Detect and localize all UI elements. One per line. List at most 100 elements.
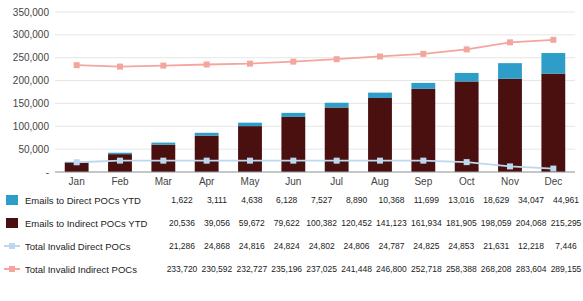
- x-tick-label: Oct: [459, 176, 475, 187]
- bar: [541, 53, 565, 74]
- bar: [325, 103, 349, 108]
- x-tick-label: Mar: [155, 176, 173, 187]
- grid-line: [55, 172, 575, 173]
- bar: [151, 145, 175, 172]
- table-value: 24,824: [274, 241, 300, 251]
- table-value: 120,452: [341, 218, 372, 228]
- marker: [507, 163, 513, 169]
- table-value: 13,016: [448, 195, 474, 205]
- table-value: 12,218: [518, 241, 544, 251]
- marker: [464, 159, 470, 165]
- bar: [108, 154, 132, 172]
- marker: [74, 159, 80, 165]
- table-value: 11,699: [414, 195, 440, 205]
- table-value: 3,111: [207, 195, 227, 205]
- marker: [204, 61, 210, 67]
- grid-line: [55, 12, 575, 13]
- table-value: 241,448: [341, 264, 372, 274]
- bar: [281, 113, 305, 117]
- marker: [420, 51, 426, 57]
- y-tick-label: 100,000: [13, 121, 50, 132]
- y-tick-label: -: [46, 167, 49, 178]
- bar: [541, 74, 565, 172]
- table-value: 204,068: [516, 218, 547, 228]
- y-tick-label: 50,000: [18, 144, 49, 155]
- bar: [411, 89, 435, 172]
- y-tick-label: 250,000: [13, 52, 50, 63]
- table-value: 39,056: [204, 218, 230, 228]
- plot-data: [65, 37, 566, 172]
- legend-marker: [9, 243, 15, 249]
- table-value: 237,025: [306, 264, 337, 274]
- legend-swatch: [6, 195, 18, 205]
- marker: [420, 158, 426, 164]
- legend-marker: [9, 266, 15, 272]
- x-tick-label: Dec: [544, 176, 562, 187]
- table-value: 181,905: [446, 218, 477, 228]
- table-value: 24,787: [378, 241, 404, 251]
- table-value: 283,604: [516, 264, 547, 274]
- x-tick-label: Feb: [111, 176, 129, 187]
- marker: [334, 158, 340, 164]
- marker: [334, 56, 340, 62]
- table-value: 8,890: [346, 195, 368, 205]
- table-value: 6,128: [276, 195, 298, 205]
- table-value: 198,059: [481, 218, 512, 228]
- marker: [247, 61, 253, 67]
- marker: [204, 158, 210, 164]
- table-value: 59,672: [239, 218, 265, 228]
- table-value: 7,446: [555, 241, 577, 251]
- table-value: 21,286: [169, 241, 195, 251]
- marker: [290, 158, 296, 164]
- bar: [455, 73, 479, 82]
- table-value: 21,631: [483, 241, 509, 251]
- table-value: 24,853: [448, 241, 474, 251]
- legend-label: Total Invalid Indirect POCs: [25, 264, 137, 275]
- grid: [55, 12, 575, 172]
- table-value: 4,638: [241, 195, 263, 205]
- grid-line: [55, 80, 575, 81]
- bar: [325, 107, 349, 172]
- marker: [160, 63, 166, 69]
- grid-line: [55, 149, 575, 150]
- table-value: 24,868: [204, 241, 230, 251]
- x-tick-label: Jan: [69, 176, 85, 187]
- x-tick-label: Jun: [285, 176, 301, 187]
- grid-line: [55, 57, 575, 58]
- bar: [368, 93, 392, 98]
- y-tick-label: 150,000: [13, 98, 50, 109]
- y-tick-label: 200,000: [13, 75, 50, 86]
- table-value: 232,727: [236, 264, 267, 274]
- x-tick-label: May: [241, 176, 260, 187]
- table-value: 1,622: [171, 195, 193, 205]
- table-value: 24,816: [239, 241, 265, 251]
- table-value: 24,802: [309, 241, 335, 251]
- marker: [377, 158, 383, 164]
- table-value: 10,368: [378, 195, 404, 205]
- table-value: 230,592: [202, 264, 233, 274]
- y-tick-label: 350,000: [13, 7, 50, 18]
- table-value: 7,527: [311, 195, 333, 205]
- marker: [290, 59, 296, 65]
- x-tick-label: Jul: [330, 176, 343, 187]
- marker: [550, 166, 556, 172]
- marker: [117, 64, 123, 70]
- marker: [377, 53, 383, 59]
- bar: [108, 153, 132, 154]
- bar: [195, 136, 219, 172]
- marker: [160, 158, 166, 164]
- table-value: 20,536: [169, 218, 195, 228]
- line: [77, 161, 554, 169]
- legend-label: Total Invalid Direct POCs: [25, 241, 131, 252]
- table-value: 141,123: [376, 218, 407, 228]
- table-value: 268,208: [481, 264, 512, 274]
- bar: [498, 63, 522, 79]
- x-tick-label: Apr: [199, 176, 215, 187]
- table-value: 233,720: [167, 264, 198, 274]
- marker: [550, 37, 556, 43]
- bar: [195, 133, 219, 136]
- x-tick-label: Nov: [501, 176, 519, 187]
- table-value: 18,629: [483, 195, 509, 205]
- bar: [411, 83, 435, 89]
- legend-swatch: [6, 218, 18, 228]
